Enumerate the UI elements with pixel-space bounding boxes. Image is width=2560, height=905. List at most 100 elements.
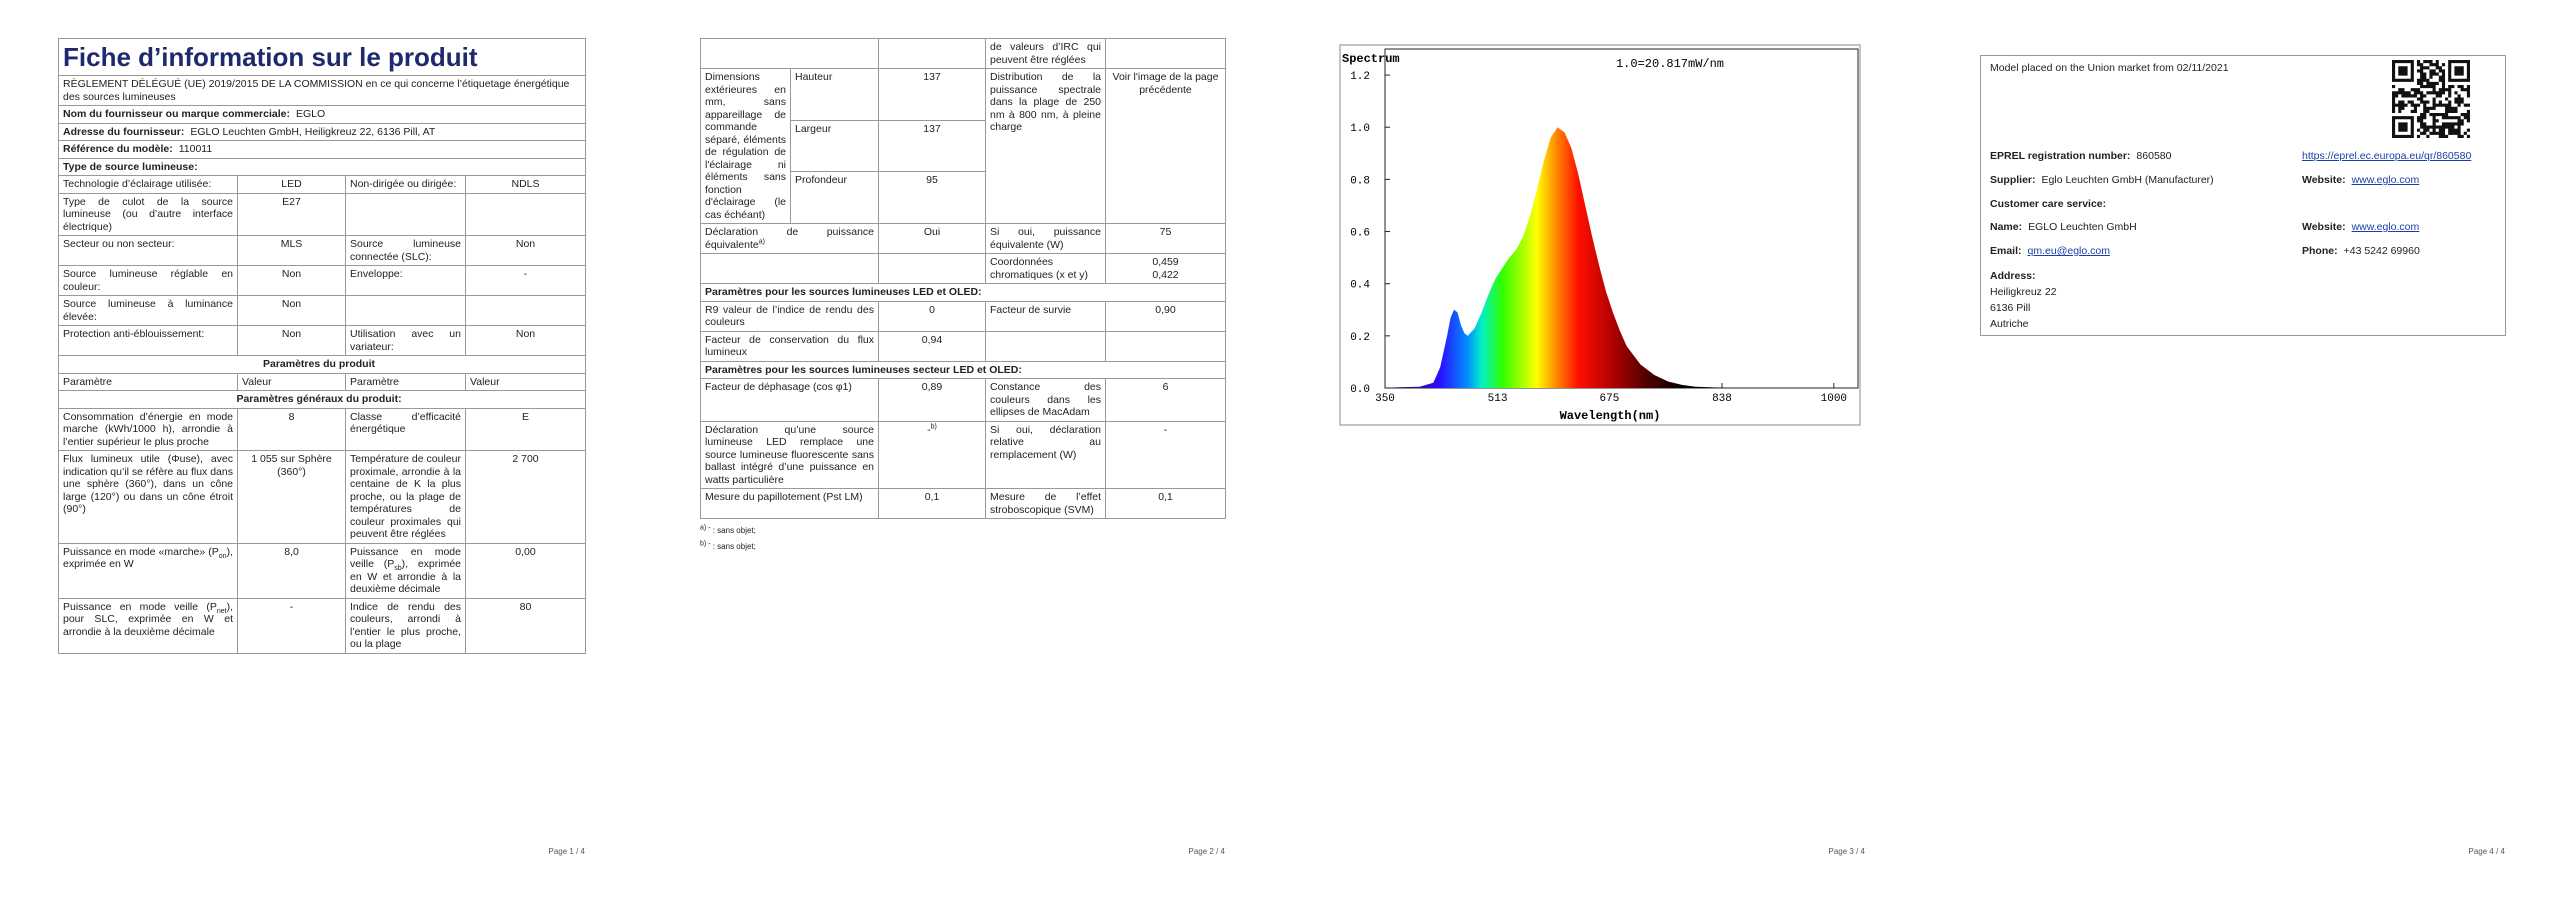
cell-text: Flux lumineux utile (Φuse), avec indicat… — [63, 453, 233, 515]
cell-text: Référence du modèle: — [63, 143, 173, 155]
eprel-link[interactable]: https://eprel.ec.europa.eu/qr/860580 — [2302, 150, 2472, 162]
cell-text: Indice de rendu des couleurs, arrondi à … — [350, 600, 461, 651]
table-cell — [700, 253, 879, 284]
table-row: Paramètres du produit — [58, 355, 586, 374]
table-cell — [700, 38, 879, 69]
table-cell: de valeurs d’IRC qui peuvent être réglée… — [985, 38, 1106, 69]
cell-text: net — [216, 607, 227, 615]
cell-text: Technologie d’éclairage utilisée: — [63, 178, 212, 190]
spectrum-chart: Spectrum 1.0=20.817mW/nm Wavelength(nm) … — [1339, 44, 1861, 426]
footnote-text: : sans objet; — [710, 526, 756, 535]
table-row: Flux lumineux utile (Φuse), avec indicat… — [58, 450, 586, 544]
table-cell: Secteur ou non secteur: — [58, 235, 238, 266]
table-cell: MLS — [237, 235, 346, 266]
table-cell: Non — [237, 295, 346, 326]
cell-text: Paramètres pour les sources lumineuses L… — [705, 286, 982, 298]
cell-text: Puissance en mode «marche» (P — [63, 545, 219, 558]
table-cell: Puissance en mode veille (Psb), exprimée… — [345, 542, 466, 599]
email: Email: qm.eu@eglo.com — [1990, 245, 2110, 258]
table-row: Paramètres pour les sources lumineuses L… — [700, 283, 1226, 302]
table-row: Puissance en mode «marche» (Pon), exprim… — [58, 542, 586, 599]
y-tick-label: 0.0 — [1350, 384, 1370, 396]
label: Website: — [2302, 221, 2346, 233]
cell-text: Type de culot de la source lumineuse (ou… — [63, 195, 233, 233]
table-row: R9 valeur de l’indice de rendu des coule… — [700, 300, 1226, 332]
table-cell: E — [464, 407, 586, 451]
table-cell: 0,1 — [878, 488, 986, 519]
address: Address: Heiligkreuz 22 6136 Pill Autric… — [1990, 268, 2057, 332]
label: Address: — [1990, 270, 2036, 282]
table-row: Paramètre Valeur Paramètre Valeur — [58, 372, 586, 391]
cell-text: NDLS — [511, 178, 540, 190]
cell-text: Déclaration qu’une source lumineuse LED … — [705, 423, 874, 486]
footnote: a) - : sans objet; — [700, 523, 1226, 539]
cell-text: Type de source lumineuse: — [63, 160, 198, 173]
cell-text: Valeur — [242, 375, 272, 388]
table-cell: Déclaration de puissance équivalentea) — [700, 223, 879, 254]
phone: Phone: +43 5242 69960 — [2302, 245, 2420, 258]
table-cell: Type de culot de la source lumineuse (ou… — [58, 192, 238, 236]
table-cell: 8 — [237, 407, 346, 451]
table-cell: Technologie d’éclairage utilisée: — [58, 175, 238, 194]
table-cell: Déclaration qu’une source lumineuse LED … — [700, 420, 879, 489]
cell-text: Voir l'image de la page précédente — [1112, 71, 1219, 96]
cell-text: - — [289, 600, 294, 613]
cell-text: Utilisation avec un variateur: — [350, 328, 461, 353]
table-row: Adresse du fournisseur: EGLO Leuchten Gmb… — [58, 122, 586, 141]
footnote: b) - : sans objet; — [700, 539, 1226, 555]
email-link[interactable]: qm.eu@eglo.com — [2027, 245, 2110, 257]
cell-text: Largeur — [795, 122, 832, 135]
y-tick-label: 1.2 — [1350, 71, 1370, 83]
table-cell: Mesure du papillotement (Pst LM) — [700, 488, 879, 519]
table-row: Facteur de conservation du flux lumineux… — [700, 330, 1226, 362]
page-number: Page 1 / 4 — [548, 847, 585, 856]
table-row: Consommation d’énergie en mode marche (k… — [58, 407, 586, 451]
cell-text: Mesure du papillotement (Pst LM) — [705, 491, 863, 503]
website-link[interactable]: www.eglo.com — [2351, 174, 2420, 186]
table-cell: Profondeur — [790, 171, 879, 224]
cell-text: a) — [758, 238, 765, 245]
page-number: Page 3 / 4 — [1828, 847, 1865, 856]
cell-text: R9 valeur de l’indice de rendu des coule… — [705, 303, 874, 329]
cell-text: Dimensions extérieures en mm, sans appar… — [705, 71, 786, 221]
y-tick-label: 0.2 — [1350, 332, 1370, 344]
cell-text: Paramètres du produit — [262, 358, 376, 370]
value: Eglo Leuchten GmbH (Manufacturer) — [2041, 174, 2214, 186]
table-cell: Largeur — [790, 119, 879, 173]
cell-text: Paramètre — [350, 375, 400, 388]
qr-modules — [2392, 60, 2470, 138]
chart-title: Spectrum — [1342, 52, 1400, 66]
table-row: Nom du fournisseur ou marque commerciale… — [58, 105, 586, 124]
table-cell: Puissance en mode «marche» (Pon), exprim… — [58, 542, 238, 599]
table-row: Dimensions extérieures en mm, sans appar… — [700, 68, 1226, 224]
table-cell — [345, 192, 466, 236]
label: Customer care service: — [1990, 198, 2107, 210]
table-cell: - — [464, 265, 586, 296]
care-website: Website: www.eglo.com — [2302, 221, 2419, 234]
table-cell: Flux lumineux utile (Φuse), avec indicat… — [58, 450, 238, 544]
product-table: Fiche d’information sur le produit RÈGLEM… — [58, 38, 586, 654]
table-cell: 0,90 — [1105, 300, 1226, 332]
website-link[interactable]: www.eglo.com — [2351, 221, 2420, 233]
table-cell: Facteur de conservation du flux lumineux — [700, 330, 879, 362]
table-cell: Non — [464, 325, 586, 356]
table-cell: 137 — [878, 119, 986, 173]
cell-text: Secteur ou non secteur: — [63, 238, 175, 250]
table-cell: Indice de rendu des couleurs, arrondi à … — [345, 597, 466, 654]
table-cell: Voir l'image de la page précédente — [1105, 68, 1226, 224]
qr-code — [2392, 60, 2470, 138]
table-row: Coordonnées chromatiques (x et y) 0,459 0,… — [700, 253, 1226, 284]
table-cell: RÈGLEMENT DÉLÉGUÉ (UE) 2019/2015 DE LA C… — [58, 75, 586, 106]
cell-text: Hauteur — [795, 71, 833, 83]
page-1: Fiche d’information sur le produit RÈGLEM… — [58, 38, 586, 821]
table-row: Facteur de déphasage (cos φ1) 0,89 Constan… — [700, 378, 1226, 422]
cell-text: b) — [930, 423, 937, 430]
cell-text: Coordonnées chromatiques (x et y) — [990, 256, 1089, 281]
table-row: de valeurs d’IRC qui peuvent être réglée… — [700, 38, 1226, 69]
cell-text: 8,0 — [284, 545, 299, 558]
table-cell: Distribution de la puissance spectrale d… — [985, 68, 1106, 224]
table-cell: Oui — [878, 223, 986, 254]
label: Email: — [1990, 245, 2022, 257]
table-cell: 6 — [1105, 378, 1226, 422]
footnote-mark: b) - — [700, 540, 711, 548]
